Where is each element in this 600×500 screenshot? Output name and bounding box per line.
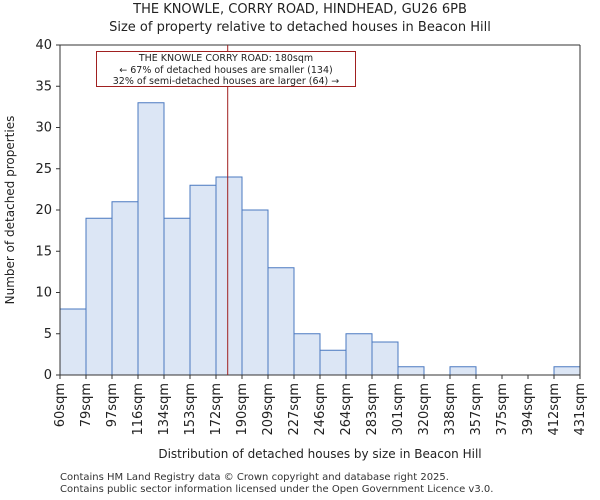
- x-tick-label: 97sqm: [105, 383, 120, 427]
- histogram-bar: [267, 267, 295, 376]
- x-tick-label: 153sqm: [183, 383, 198, 436]
- annotation-line3: 32% of semi-detached houses are larger (…: [112, 76, 340, 87]
- histogram-bar: [111, 201, 139, 376]
- x-tick-label: 431sqm: [573, 383, 588, 436]
- chart-title-line1: THE KNOWLE, CORRY ROAD, HINDHEAD, GU26 6…: [133, 2, 467, 17]
- x-tick-label: 338sqm: [443, 383, 458, 436]
- y-tick-label: 35: [35, 79, 52, 94]
- y-tick-label: 10: [35, 286, 52, 301]
- x-tick-label: 227sqm: [287, 383, 302, 436]
- footer-line2: Contains public sector information licen…: [60, 484, 494, 495]
- x-tick-label: 412sqm: [547, 383, 562, 436]
- x-tick-label: 79sqm: [79, 383, 94, 427]
- histogram-bar: [189, 184, 217, 376]
- annotation-box: THE KNOWLE CORRY ROAD: 180sqm ← 67% of d…: [96, 51, 356, 87]
- x-tick-label: 320sqm: [417, 383, 432, 436]
- annotation-line2: ← 67% of detached houses are smaller (13…: [119, 64, 333, 76]
- histogram-bar: [85, 217, 113, 376]
- x-tick-label: 357sqm: [469, 383, 484, 436]
- x-tick-label: 394sqm: [521, 383, 536, 436]
- x-tick-label: 246sqm: [313, 383, 328, 436]
- x-tick-label: 190sqm: [235, 383, 250, 436]
- x-axis-label: Distribution of detached houses by size …: [158, 447, 481, 461]
- x-tick-label: 301sqm: [391, 383, 406, 436]
- x-tick-label: 116sqm: [131, 383, 146, 436]
- x-tick-label: 283sqm: [365, 383, 380, 436]
- x-tick-label: 172sqm: [209, 383, 224, 436]
- x-tick-label: 209sqm: [261, 383, 276, 436]
- x-tick-label: 60sqm: [53, 383, 68, 427]
- histogram-bar: [215, 176, 243, 376]
- histogram-bar: [241, 209, 269, 376]
- histogram-bar: [59, 308, 87, 376]
- y-axis-label: Number of detached properties: [3, 116, 17, 305]
- y-tick-label: 0: [44, 368, 52, 383]
- histogram-bar: [397, 366, 425, 376]
- x-tick-label: 134sqm: [157, 383, 172, 436]
- footer-line1: Contains HM Land Registry data © Crown c…: [60, 472, 449, 483]
- histogram-bar: [449, 366, 477, 376]
- chart-title-line2: Size of property relative to detached ho…: [109, 20, 491, 35]
- x-tick-label: 375sqm: [495, 383, 510, 436]
- annotation-line1: THE KNOWLE CORRY ROAD: 180sqm: [138, 53, 314, 64]
- histogram-bar: [319, 349, 347, 376]
- histogram-bar: [137, 102, 165, 376]
- y-tick-label: 30: [35, 121, 52, 136]
- histogram-bar: [371, 341, 399, 376]
- histogram-bar: [345, 333, 373, 376]
- y-tick-label: 5: [44, 327, 52, 342]
- y-tick-label: 20: [35, 203, 52, 218]
- y-tick-label: 40: [35, 38, 52, 53]
- y-tick-label: 15: [35, 244, 52, 259]
- histogram-bar: [293, 333, 321, 376]
- histogram-bar: [553, 366, 581, 376]
- x-tick-label: 264sqm: [339, 383, 354, 436]
- y-tick-label: 25: [35, 162, 52, 177]
- histogram-bar: [163, 217, 191, 376]
